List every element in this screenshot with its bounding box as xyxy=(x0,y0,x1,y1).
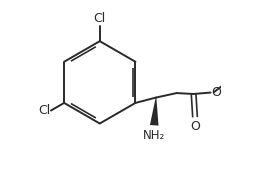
Text: Cl: Cl xyxy=(38,104,50,117)
Text: Cl: Cl xyxy=(94,11,106,25)
Text: O: O xyxy=(211,86,221,99)
Polygon shape xyxy=(150,98,158,126)
Text: NH₂: NH₂ xyxy=(143,129,165,142)
Text: O: O xyxy=(190,120,200,133)
